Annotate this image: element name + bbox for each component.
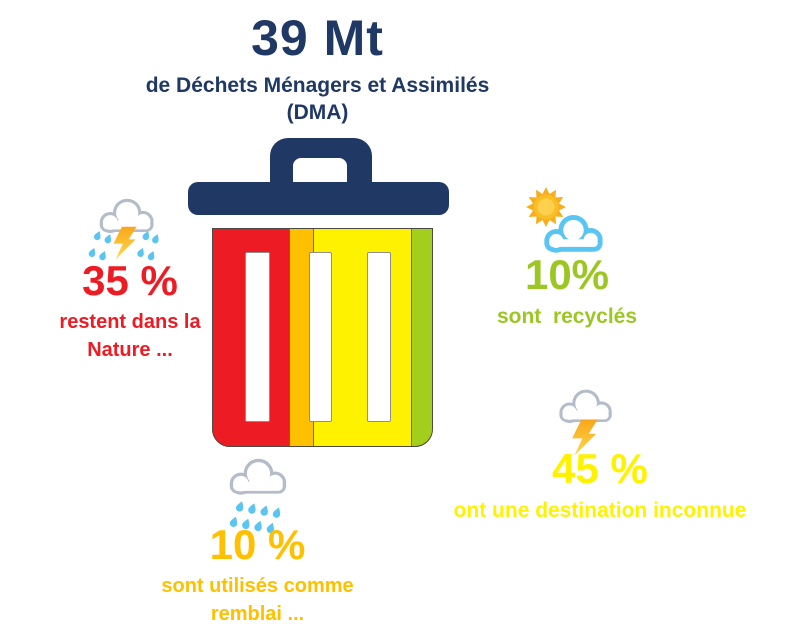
- header: 39 Mt de Déchets Ménagers et Assimilés (…: [65, 12, 570, 126]
- stat-label-nature: restent dans la Nature ...: [30, 309, 230, 364]
- stat-label-recycled: sont recyclés: [496, 305, 638, 329]
- stat-unknown: 45 % ont une destination inconnue: [418, 445, 782, 526]
- bin-segment-recycled: [411, 228, 433, 447]
- bin-slot: [245, 252, 270, 422]
- storm-cloud-icon: [559, 389, 612, 456]
- stat-label-nature-line2: Nature ...: [87, 338, 173, 361]
- trash-bin-handle: [270, 138, 372, 184]
- total-amount: 39 Mt: [251, 10, 384, 66]
- acronym: (DMA): [286, 100, 349, 124]
- stat-label-backfill-line2: remblai ...: [210, 602, 305, 625]
- stat-label-unknown: ont une destination inconnue: [453, 499, 747, 523]
- bin-slot: [309, 252, 332, 422]
- stat-nature: 35 % restent dans la Nature ...: [30, 257, 230, 364]
- stat-recycled: 10% sont recyclés: [468, 251, 666, 332]
- trash-bin-body: [212, 228, 433, 447]
- stat-label-backfill: sont utilisés comme remblai ...: [105, 573, 410, 628]
- subtitle: de Déchets Ménagers et Assimilés: [145, 73, 490, 97]
- sun-cloud-icon: [526, 187, 603, 253]
- stat-label-nature-line1: restent dans la: [59, 311, 201, 334]
- stat-value-recycled: 10%: [524, 251, 610, 298]
- trash-bin-lid: [188, 182, 449, 215]
- rain-cloud-icon: [229, 458, 287, 534]
- stat-value-backfill: 10 %: [209, 521, 306, 568]
- bin-slot: [367, 252, 391, 422]
- storm-rain-cloud-icon: [88, 198, 159, 261]
- stat-value-nature: 35 %: [82, 257, 178, 304]
- stat-value-unknown: 45 %: [552, 445, 648, 492]
- stat-backfill: 10 % sont utilisés comme remblai ...: [105, 521, 410, 628]
- stat-label-backfill-line1: sont utilisés comme: [161, 575, 354, 598]
- trash-bin-handle-hole: [293, 158, 347, 184]
